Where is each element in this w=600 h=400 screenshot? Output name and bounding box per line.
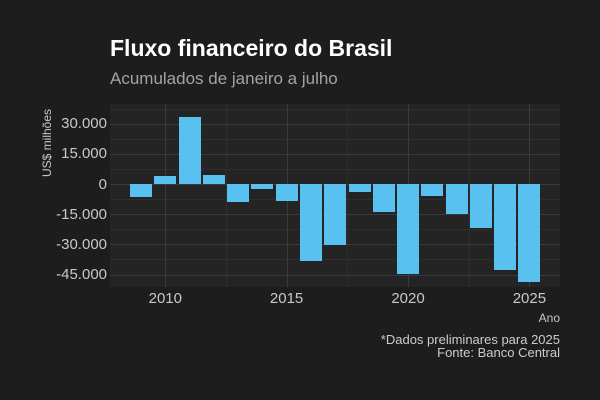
bar-2010: [154, 175, 177, 184]
gridline-x-minor: [226, 104, 227, 287]
bar-2021: [421, 184, 444, 197]
chart-subtitle: Acumulados de janeiro a julho: [110, 69, 338, 88]
x-axis-title: Ano: [538, 311, 560, 325]
gridline-x-major: [165, 104, 167, 287]
bar-2011: [178, 117, 201, 184]
plot-panel: [110, 104, 560, 287]
bar-2009: [130, 184, 152, 198]
y-tick-label: 30.000: [61, 115, 107, 133]
x-tick-label: 2025: [512, 290, 547, 307]
gridline-x-minor: [347, 104, 349, 287]
x-tick-label: 2020: [391, 290, 425, 307]
chart-caption: *Dados preliminares para 2025 Fonte: Ban…: [260, 332, 560, 360]
bar-2018: [348, 184, 371, 192]
gridline-y-major: [110, 123, 560, 125]
bar-2022: [445, 184, 468, 214]
bar-2015: [275, 184, 298, 201]
bar-2023: [469, 184, 492, 229]
gridline-y-major: [110, 274, 560, 276]
bar-2014: [251, 184, 274, 190]
bar-2024: [494, 184, 517, 270]
bar-2017: [324, 184, 347, 246]
bar-2025: [518, 184, 541, 283]
caption-source: Fonte: Banco Central: [437, 344, 560, 360]
bar-2019: [372, 184, 395, 212]
gridline-y-major: [110, 153, 560, 155]
bar-2012: [202, 175, 225, 184]
y-tick-label: -45.000: [56, 266, 107, 283]
y-tick-label: -30.000: [56, 235, 107, 253]
gridline-y-minor: [110, 108, 560, 110]
bar-2013: [227, 184, 250, 202]
y-tick-label: 15.000: [61, 145, 107, 163]
chart-title: Fluxo financeiro do Brasil: [110, 35, 393, 61]
y-tick-label: -15.000: [56, 205, 107, 223]
gridline-y-minor: [110, 259, 560, 261]
caption-note: *Dados preliminares para 2025: [380, 332, 560, 347]
bar-2016: [299, 184, 322, 262]
bar-2020: [397, 184, 419, 274]
y-tick-label: 0: [98, 175, 107, 193]
x-tick-label: 2015: [269, 290, 304, 307]
gridline-x-minor: [468, 104, 470, 287]
gridline-y-minor: [110, 168, 560, 170]
gridline-y-minor: [110, 138, 560, 140]
x-tick-label: 2010: [148, 290, 182, 307]
